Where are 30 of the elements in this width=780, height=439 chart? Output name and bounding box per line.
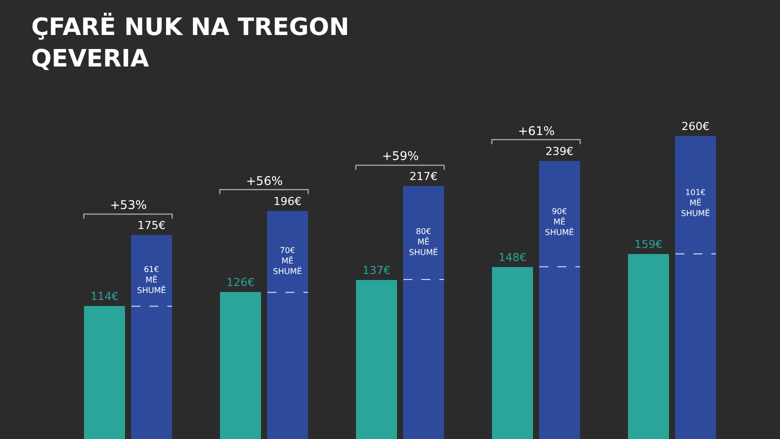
- bar: [492, 267, 533, 439]
- annotation: 80€ MË SHUMË: [409, 227, 438, 257]
- bar: [403, 186, 444, 439]
- data-label: 137€: [362, 264, 390, 277]
- annotation: +61%: [518, 124, 555, 138]
- data-label: 196€: [274, 195, 302, 208]
- bar: [628, 254, 669, 439]
- annotation: 101€ MË SHUMË: [681, 188, 710, 218]
- bar: [267, 211, 308, 439]
- data-label: 217€: [410, 170, 438, 183]
- chart-title: ÇFARË NUK NA TREGON QEVERIA: [31, 12, 350, 72]
- bar: [356, 280, 397, 439]
- data-label: 148€: [498, 251, 526, 264]
- data-label: 126€: [226, 276, 254, 289]
- annotation: 90€ MË SHUMË: [545, 207, 574, 237]
- bar: [84, 306, 125, 439]
- annotation: +59%: [382, 149, 419, 163]
- data-label: 175€: [138, 219, 166, 232]
- bar: [539, 161, 580, 439]
- data-label: 114€: [90, 290, 118, 303]
- bar: [220, 292, 261, 439]
- data-label: 239€: [546, 145, 574, 158]
- annotation: 61€ MË SHUMË: [137, 265, 166, 295]
- data-label: 159€: [634, 238, 662, 251]
- annotation: +56%: [246, 174, 283, 188]
- annotation: 70€ MË SHUMË: [273, 246, 302, 276]
- data-label: 260€: [682, 120, 710, 133]
- bar: [131, 235, 172, 439]
- annotation: +53%: [110, 198, 147, 212]
- bar: [675, 136, 716, 439]
